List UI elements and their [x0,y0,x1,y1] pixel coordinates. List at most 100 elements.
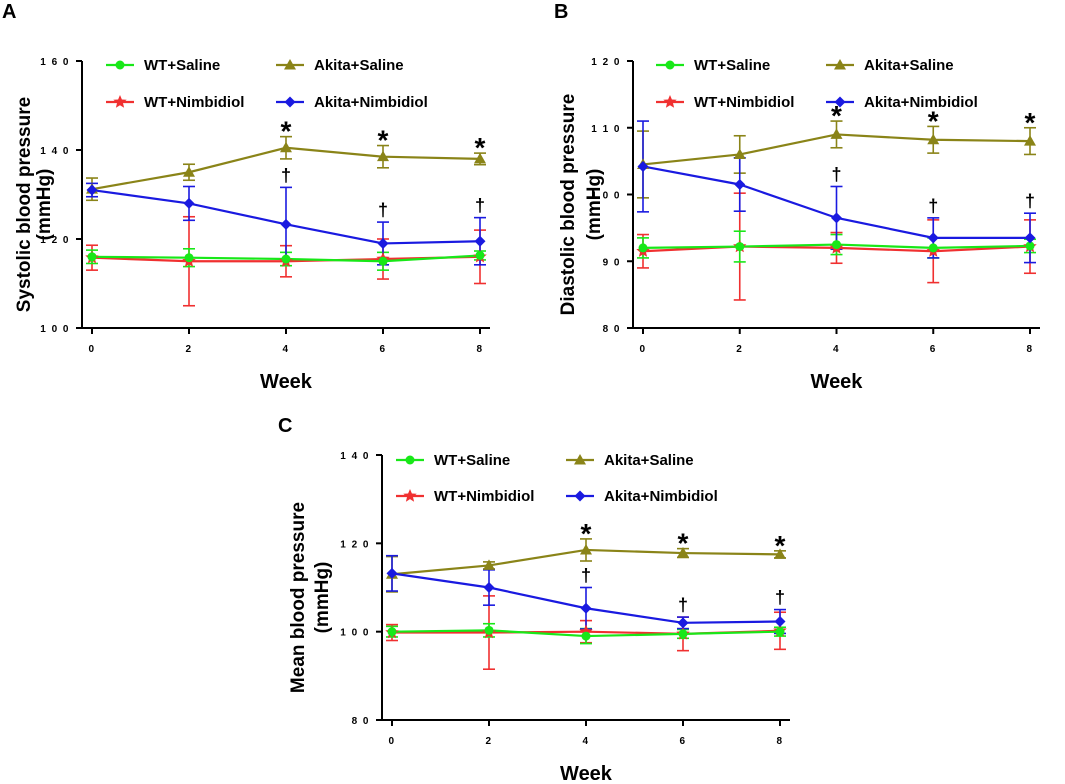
legend-marker [405,455,415,465]
legend-marker [834,96,846,108]
significance-dagger: † [775,588,785,608]
legend-label: Akita+Saline [604,452,694,469]
data-point-akita-nimbidiol [183,197,195,209]
significance-star: * [1025,107,1036,138]
data-point-akita-saline [280,141,292,153]
x-axis-label: Week [560,763,613,784]
legend-marker [115,60,125,70]
significance-dagger: † [581,566,591,586]
x-tick-label: 4 [582,736,589,747]
data-point-wt-saline [832,240,841,250]
data-point-akita-saline [830,128,843,139]
data-point-akita-nimbidiol [927,232,939,244]
significance-star: * [581,518,592,549]
y-tick-label: 1 6 0 [40,57,70,68]
x-tick-label: 2 [736,344,743,355]
panel-c-chart: 8 0 1 0 0 1 2 0 1 4 0 0 2 4 6 8 Week Mean blood pr… [288,451,790,784]
y-axis-label: Mean blood pressure [288,502,309,693]
legend-marker [663,95,677,108]
legend-item-akita-saline: Akita+Saline [276,57,404,74]
significance-star: * [831,100,842,131]
significance-star: * [678,528,689,559]
legend-marker [665,60,675,70]
data-point-akita-saline [733,148,746,159]
significance-dagger: † [281,165,291,185]
y-tick-label: 1 0 0 [340,628,370,639]
x-tick-label: 4 [833,344,840,355]
legend-marker [574,490,586,502]
y-tick-label: 1 4 0 [340,451,370,462]
data-point-akita-nimbidiol [474,235,486,247]
legend-item-akita-nimbidiol: Akita+Nimbidiol [276,94,428,111]
legend-marker [403,489,417,502]
y-tick-label: 8 0 [603,324,621,335]
legend-item-wt-saline: WT+Saline [396,452,510,469]
significance-star: * [775,530,786,561]
y-tick-label: 9 0 [603,257,621,268]
data-point-akita-nimbidiol [637,160,649,172]
legend-item-wt-nimbidiol: WT+Nimbidiol [106,94,244,111]
data-point-wt-saline [678,629,688,639]
panel-label-c: C [278,415,292,437]
panel-label-b: B [554,1,568,23]
legend-label: Akita+Nimbidiol [864,94,978,111]
significance-star: * [378,125,389,156]
data-point-akita-saline [927,133,940,145]
significance-star: * [281,116,292,147]
x-tick-label: 6 [930,344,937,355]
data-point-akita-nimbidiol [580,602,592,614]
legend-label: Akita+Saline [314,57,404,74]
data-point-wt-saline [735,242,745,252]
significance-dagger: † [928,196,938,216]
y-tick-label: 1 0 0 [591,191,621,202]
x-tick-label: 8 [476,344,483,355]
y-axis-label: (mmHg) [312,562,333,634]
x-tick-label: 6 [679,736,686,747]
y-tick-label: 1 2 0 [591,57,621,68]
legend-marker [834,59,846,70]
significance-dagger: † [1025,191,1035,211]
data-point-akita-nimbidiol [386,567,398,579]
y-tick-label: 1 1 0 [591,124,621,135]
data-point-akita-saline [474,152,486,164]
x-axis-label: Week [260,371,313,393]
y-tick-label: 1 2 0 [340,539,370,550]
panel-label-a: A [2,1,16,23]
y-axis-label: Diastolic blood pressure [558,94,579,316]
panel-b-chart: 8 0 9 0 1 0 0 1 1 0 1 2 0 0 2 4 6 8 Week Diastolic … [558,57,1040,393]
y-tick-label: 1 2 0 [40,235,70,246]
x-tick-label: 2 [185,344,192,355]
legend-label: WT+Saline [434,452,510,469]
legend-label: WT+Nimbidiol [694,94,794,111]
data-point-akita-saline [183,166,195,177]
data-point-akita-nimbidiol [831,212,842,224]
data-point-wt-saline [1025,241,1035,251]
panel-a-chart: 1 0 0 1 2 0 1 4 0 1 6 0 0 2 4 6 8 Week Systolic bl… [14,57,490,393]
data-point-akita-saline [483,559,495,570]
x-tick-label: 0 [639,344,646,355]
y-axis-label: Systolic blood pressure [14,97,35,312]
x-tick-label: 8 [776,736,783,747]
legend-label: WT+Nimbidiol [434,488,534,505]
significance-dagger: † [378,200,388,220]
data-point-akita-nimbidiol [774,616,786,628]
data-point-wt-saline [281,254,291,264]
data-point-wt-saline [484,625,494,635]
data-point-akita-nimbidiol [483,582,495,593]
data-point-akita-saline [677,547,689,558]
x-tick-label: 4 [282,344,289,355]
legend-marker [284,96,296,108]
legend-item-akita-saline: Akita+Saline [566,452,694,469]
data-point-wt-saline [378,256,388,266]
data-point-akita-nimbidiol [280,218,292,230]
legend-item-akita-nimbidiol: Akita+Nimbidiol [826,94,978,111]
significance-star: * [475,132,486,163]
y-tick-label: 8 0 [352,716,370,727]
legend-marker [284,59,296,70]
y-tick-label: 1 4 0 [40,146,70,157]
data-point-wt-saline [928,243,938,253]
data-point-wt-saline [638,243,648,253]
y-axis-label: (mmHg) [584,169,605,241]
legend-marker [113,95,127,108]
